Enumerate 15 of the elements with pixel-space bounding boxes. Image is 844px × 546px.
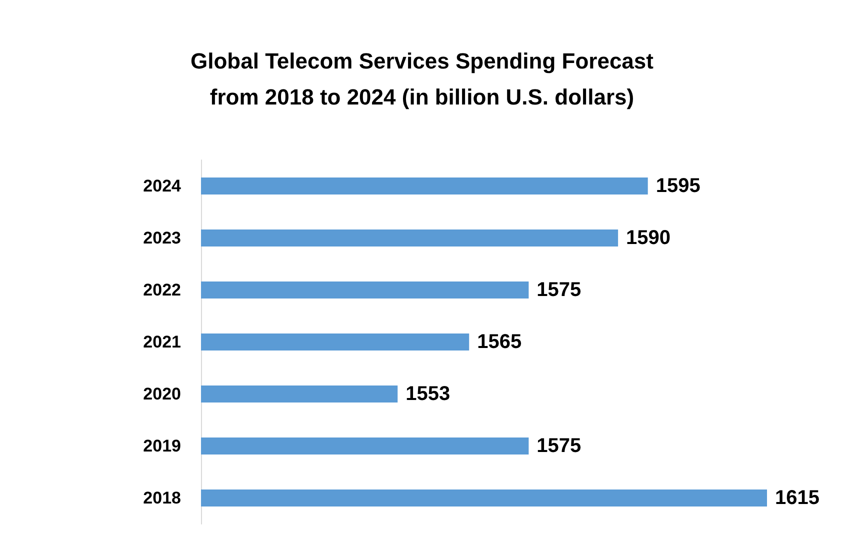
data-label: 1575	[536, 279, 582, 301]
data-label: 1590	[626, 227, 671, 249]
y-tick-label: 2020	[143, 384, 181, 404]
data-label: 1565	[477, 331, 522, 353]
y-tick-label: 2023	[143, 228, 181, 248]
y-tick-label: 2021	[143, 332, 181, 352]
y-tick-label: 2024	[143, 176, 182, 196]
y-tick-label: 2018	[143, 488, 181, 508]
y-tick-label: 2019	[143, 436, 181, 456]
data-label: 1615	[775, 487, 820, 509]
data-label: 1595	[656, 175, 700, 197]
y-tick-label: 2022	[143, 280, 181, 300]
chart-title: Global Telecom Services Spending Forecast from 2018 to 2024 (in billion U.S. dollars)	[190, 48, 654, 110]
data-label: 1553	[406, 383, 450, 405]
data-label: 1575	[536, 435, 582, 457]
